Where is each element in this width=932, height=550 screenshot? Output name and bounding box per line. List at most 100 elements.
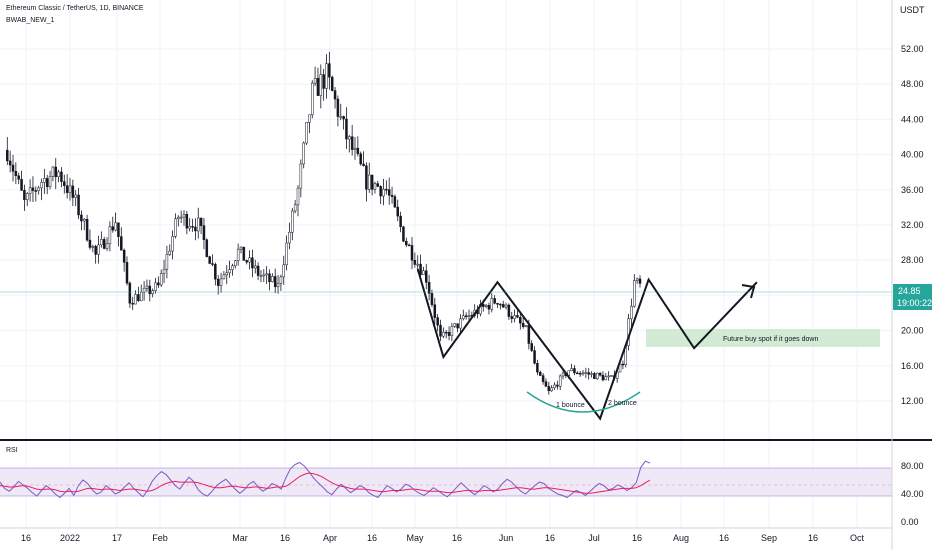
candle-body	[464, 315, 468, 317]
candle-body	[550, 387, 553, 392]
rsi-pane-label[interactable]: RSI	[6, 447, 18, 454]
candle-body	[159, 273, 163, 286]
candle-body	[350, 136, 354, 150]
candle-body	[28, 187, 32, 194]
candle-body	[325, 63, 328, 89]
time-tick: 2022	[60, 533, 80, 543]
candle-body	[413, 260, 417, 265]
symbol-title[interactable]: Ethereum Classic / TetherUS, 1D, BINANCE	[6, 5, 144, 12]
candle-body	[456, 323, 459, 329]
rsi-line	[0, 460, 651, 499]
candle-body	[339, 116, 342, 118]
candle-body	[308, 114, 311, 123]
candle-body	[496, 303, 499, 305]
rounding-bottom-arc[interactable]	[526, 391, 641, 413]
price-badge	[893, 284, 932, 310]
candle-body	[533, 350, 536, 364]
bounce2-label: 2 bounce	[608, 400, 637, 407]
candle-body	[576, 372, 579, 375]
rsi-band	[0, 468, 892, 496]
time-tick: Feb	[152, 533, 168, 543]
candle-body	[598, 372, 602, 376]
candle-body	[499, 303, 502, 306]
candle-body	[23, 190, 26, 200]
candle-body	[444, 331, 448, 334]
candle-body	[45, 178, 49, 188]
candle-body	[311, 82, 314, 116]
candle-body	[134, 294, 137, 305]
candle-body	[373, 183, 377, 190]
candle-body	[43, 178, 46, 183]
price-tick: 48.00	[901, 79, 924, 89]
candle-body	[182, 214, 186, 218]
candle-body	[194, 226, 197, 232]
candle-body	[482, 303, 485, 307]
candle-body	[88, 239, 92, 248]
candle-body	[6, 149, 9, 162]
candle-body	[216, 278, 220, 286]
time-tick: 16	[808, 533, 818, 543]
price-tick: 36.00	[901, 185, 924, 195]
candle-body	[427, 282, 431, 294]
candle-body	[313, 78, 317, 84]
price-tick: 52.00	[901, 44, 924, 54]
candle-body	[262, 274, 266, 277]
candle-body	[282, 264, 285, 278]
candle-body	[573, 368, 576, 374]
candle-body	[410, 245, 414, 261]
candle-body	[578, 373, 582, 375]
candle-body	[604, 376, 608, 381]
time-tick: 16	[719, 533, 729, 543]
time-axis[interactable]: 16 2022 17 Feb Mar 16 Apr 16 May 16 Jun 16 Jul 16 Aug 1…	[21, 533, 865, 543]
candle-body	[214, 264, 217, 280]
candle-body	[430, 293, 434, 305]
candle-body	[219, 278, 223, 286]
candle-body	[328, 63, 331, 78]
candle-body	[105, 243, 109, 249]
candle-body	[268, 273, 271, 283]
price-axis[interactable]: 52.0048.0044.0040.0036.0032.0028.0024.00…	[901, 44, 924, 406]
time-tick: Apr	[323, 533, 337, 543]
candle-body	[536, 363, 539, 373]
buy-zone[interactable]	[646, 329, 880, 347]
candle-body	[145, 285, 149, 289]
candle-body	[168, 250, 171, 255]
candle-body	[245, 260, 248, 263]
candle-body	[336, 98, 340, 117]
candle-body	[37, 187, 40, 192]
candle-body	[14, 171, 18, 177]
candle-body	[60, 171, 63, 182]
buy-zone-label: Future buy spot if it goes down	[723, 336, 818, 343]
candle-body	[365, 165, 368, 190]
candle-body	[171, 236, 174, 252]
candle-body	[225, 272, 228, 276]
candle-body	[279, 276, 283, 284]
arrow-head	[741, 284, 756, 299]
candle-body	[111, 226, 114, 231]
candle-body	[527, 325, 531, 344]
rsi-tick: 80.00	[901, 461, 924, 471]
candle-body	[40, 182, 43, 189]
candle-body	[368, 174, 371, 190]
price-tick: 44.00	[901, 114, 924, 124]
candle-body	[97, 244, 100, 255]
candle-body	[504, 304, 508, 308]
candle-body	[234, 260, 237, 267]
time-tick: 17	[112, 533, 122, 543]
candle-body	[302, 142, 305, 165]
candle-body	[205, 239, 209, 257]
candle-body	[177, 216, 180, 220]
candle-body	[208, 256, 211, 264]
zigzag-drawing[interactable]	[416, 268, 758, 421]
candle-body	[74, 194, 77, 198]
candle-body	[390, 194, 394, 197]
candle-body	[484, 305, 488, 307]
time-tick: May	[406, 533, 424, 543]
indicator-label[interactable]: BWAB_NEW_1	[6, 17, 55, 24]
candle-body	[91, 245, 95, 248]
rsi-axis[interactable]: 80.00 40.00 0.00	[901, 461, 924, 527]
candlestick-series	[6, 51, 642, 395]
candle-body	[296, 187, 300, 206]
candle-body	[17, 175, 20, 180]
